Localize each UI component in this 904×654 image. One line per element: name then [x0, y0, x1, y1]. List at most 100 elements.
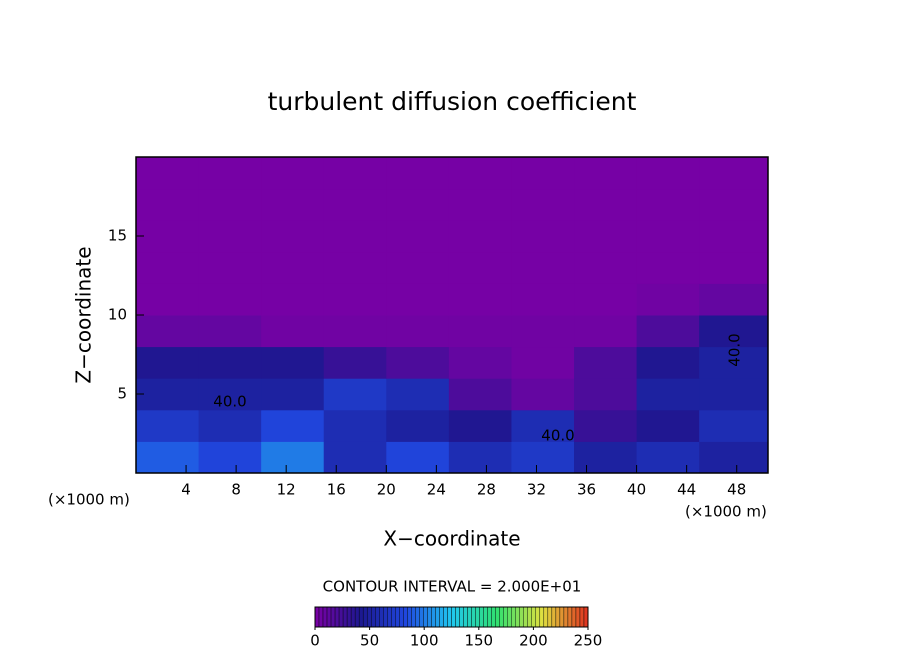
colorbar-stripe: [571, 606, 577, 628]
x-tick-label: 16: [327, 481, 346, 499]
heat-cell: [511, 283, 575, 316]
heat-cell: [574, 378, 638, 411]
y-tick-label: 15: [108, 227, 127, 245]
colorbar-stripe: [387, 606, 392, 628]
heat-cell: [511, 251, 575, 284]
colorbar-tick-label: 150: [464, 632, 493, 650]
heat-cell: [574, 220, 638, 253]
heat-cell: [574, 283, 638, 316]
heat-cell: [386, 157, 450, 190]
heat-cell: [636, 157, 700, 190]
heat-cell: [448, 378, 512, 411]
heat-cell: [636, 251, 700, 284]
heat-cell: [699, 378, 769, 411]
colorbar-stripe: [507, 606, 512, 628]
colorbar-stripe: [535, 606, 541, 628]
heat-cell: [136, 346, 200, 379]
heat-cell: [323, 409, 387, 442]
colorbar-stripe: [527, 606, 532, 628]
heat-cell: [699, 315, 769, 348]
colorbar-stripe: [579, 606, 585, 628]
heat-cell: [511, 346, 575, 379]
colorbar-stripe: [379, 606, 384, 628]
colorbar-label: CONTOUR INTERVAL = 2.000E+01: [323, 578, 582, 596]
heat-cell: [261, 283, 325, 316]
colorbar-stripe: [334, 606, 340, 628]
heat-cell: [198, 283, 262, 316]
colorbar-stripe: [455, 606, 460, 628]
heat-cell: [323, 441, 387, 474]
y-tick-label: 5: [117, 385, 127, 403]
heat-cell: [198, 157, 262, 190]
x-unit: (×1000 m): [685, 503, 767, 521]
heat-cell: [448, 251, 512, 284]
colorbar-stripe: [583, 606, 589, 628]
colorbar-stripe: [375, 606, 380, 628]
heat-cell: [323, 188, 387, 221]
heat-cell: [323, 283, 387, 316]
heat-cell: [136, 283, 200, 316]
colorbar-stripe: [503, 606, 508, 628]
y-tick-label: 10: [108, 306, 127, 324]
colorbar-stripe: [371, 606, 376, 628]
colorbar-stripe: [439, 606, 444, 628]
colorbar-stripe: [443, 606, 448, 628]
heat-cell: [136, 220, 200, 253]
colorbar-stripe: [511, 606, 516, 628]
heat-cell: [261, 378, 325, 411]
colorbar-tick-label: 200: [519, 632, 548, 650]
colorbar-stripe: [435, 606, 440, 628]
heat-cell: [511, 441, 575, 474]
heat-cell: [261, 409, 325, 442]
colorbar-stripe: [531, 606, 537, 628]
heat-cell: [448, 188, 512, 221]
colorbar-stripe: [314, 606, 320, 628]
heat-cell: [636, 283, 700, 316]
colorbar-stripe: [475, 606, 480, 628]
heat-cell: [136, 315, 200, 348]
colorbar-stripe: [463, 606, 468, 628]
heat-cell: [511, 157, 575, 190]
heat-cell: [448, 441, 512, 474]
colorbar-stripe: [391, 606, 396, 628]
heat-cell: [386, 220, 450, 253]
colorbar-stripe: [415, 606, 420, 628]
heat-cell: [574, 251, 638, 284]
colorbar-stripe: [479, 606, 484, 628]
heat-cell: [699, 220, 769, 253]
colorbar-stripe: [322, 606, 328, 628]
colorbar-stripe: [543, 606, 549, 628]
heat-cell: [448, 315, 512, 348]
colorbar-stripe: [539, 606, 545, 628]
heat-cell: [198, 220, 262, 253]
colorbar-stripe: [399, 606, 404, 628]
colorbar-stripe: [431, 606, 436, 628]
heat-cell: [636, 188, 700, 221]
colorbar-stripe: [419, 606, 424, 628]
colorbar-stripe: [491, 606, 496, 628]
colorbar-stripe: [423, 606, 428, 628]
colorbar-stripe: [326, 606, 332, 628]
colorbar-stripe: [342, 606, 348, 628]
heat-cell: [574, 157, 638, 190]
colorbar-tick-label: 100: [410, 632, 439, 650]
contour-label: 40.0: [213, 393, 246, 411]
colorbar-stripe: [563, 606, 569, 628]
colorbar-stripe: [519, 606, 524, 628]
colorbar-stripe: [547, 606, 553, 628]
heat-cell: [574, 346, 638, 379]
colorbar-stripe: [495, 606, 500, 628]
colorbar-stripe: [362, 606, 368, 628]
heat-cell: [699, 346, 769, 379]
colorbar-stripe: [551, 606, 557, 628]
heat-cell: [323, 251, 387, 284]
x-tick-label: 28: [477, 481, 496, 499]
heat-cell: [699, 188, 769, 221]
heat-cell: [511, 315, 575, 348]
heat-cell: [323, 378, 387, 411]
heat-cell: [636, 346, 700, 379]
colorbar-stripe: [427, 606, 432, 628]
heat-cell: [699, 283, 769, 316]
colorbar-stripe: [350, 606, 356, 628]
